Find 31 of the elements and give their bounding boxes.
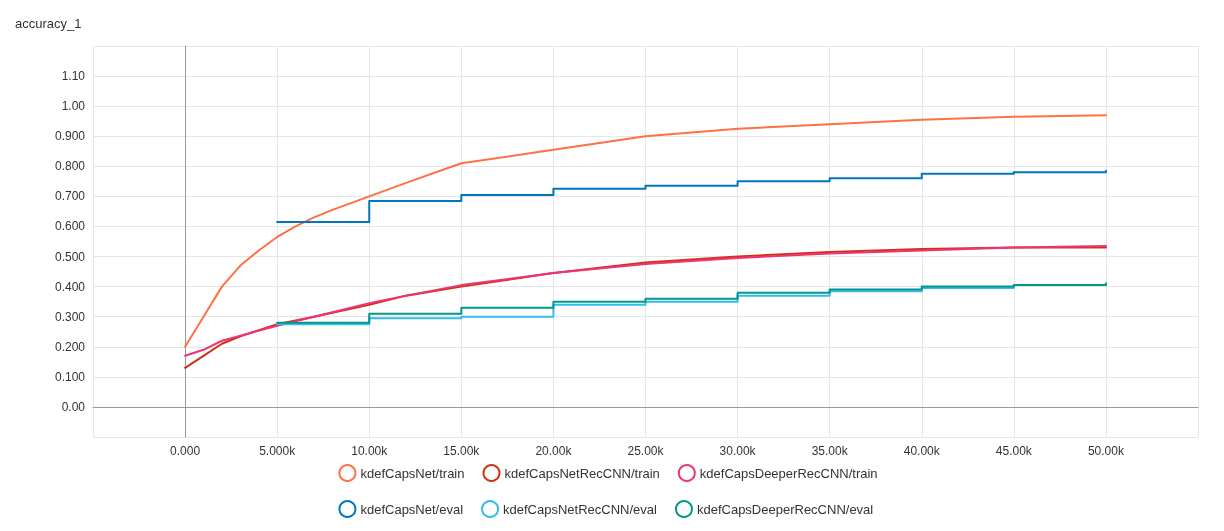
y-tick-label: 0.600: [54, 219, 86, 234]
chart-title: accuracy_1: [15, 16, 82, 31]
y-tick-label: 0.00: [61, 399, 86, 414]
y-tick-label: 1.00: [61, 99, 86, 114]
y-tick-label: 0.300: [54, 309, 86, 324]
y-tick-label: 0.700: [54, 189, 86, 204]
y-tick-label: 0.400: [54, 279, 86, 294]
x-tick-label: 20.00k: [535, 444, 573, 458]
x-tick-label: 35.00k: [811, 444, 849, 458]
y-tick-label: 0.800: [54, 159, 86, 174]
x-tick-label: 5.000k: [259, 444, 297, 458]
legend-label: kdefCapsNetRecCNN/train: [504, 465, 660, 481]
x-tick-label: 0.000: [170, 444, 201, 458]
x-tick-label: 45.00k: [995, 444, 1033, 458]
y-tick-label: 0.200: [54, 339, 86, 354]
x-tick-label: 30.00k: [719, 444, 757, 458]
legend-label: kdefCapsDeeperRecCNN/train: [699, 465, 878, 481]
x-tick-label: 25.00k: [627, 444, 665, 458]
x-tick-label: 50.00k: [1087, 444, 1125, 458]
x-tick-label: 15.00k: [443, 444, 481, 458]
y-tick-label: 0.100: [54, 369, 86, 384]
legend-label: kdefCapsDeeperRecCNN/eval: [696, 501, 874, 517]
line-series: [184, 114, 1107, 348]
y-tick-label: 0.500: [54, 249, 86, 264]
legend-label: kdefCapsNet/eval: [360, 501, 464, 517]
y-tick-label: 1.10: [61, 69, 86, 84]
x-tick-label: 10.00k: [351, 444, 389, 458]
legend-label: kdefCapsNetRecCNN/eval: [503, 501, 658, 517]
y-tick-label: 0.900: [54, 129, 86, 144]
legend-label: kdefCapsNet/train: [360, 465, 465, 481]
x-tick-label: 40.00k: [903, 444, 941, 458]
